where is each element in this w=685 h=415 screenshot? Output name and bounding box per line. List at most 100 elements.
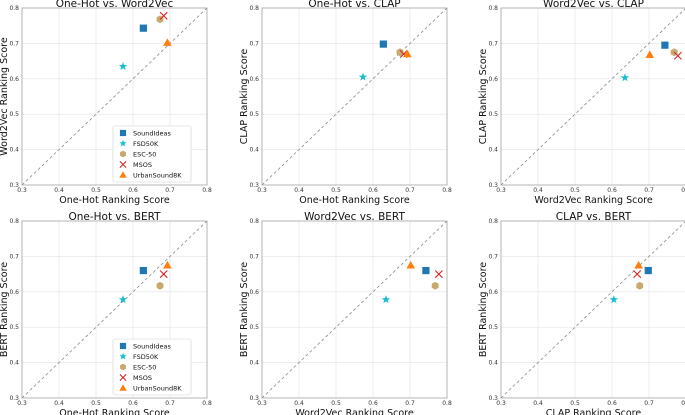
legend-label: FSD50K <box>133 353 159 361</box>
plot-frame <box>261 7 448 186</box>
legend-marker-msos <box>119 374 127 381</box>
x-tick-label: 0.8 <box>681 400 685 407</box>
y-tick-label: 0.4 <box>9 147 19 154</box>
x-tick-label: 0.3 <box>496 400 506 407</box>
y-tick-label: 0.3 <box>488 395 498 402</box>
y-tick-label: 0.7 <box>9 40 19 47</box>
y-tick-label: 0.5 <box>9 111 19 118</box>
y-tick-label: 0.8 <box>488 218 498 225</box>
y-axis-label: CLAP Ranking Score <box>478 49 489 145</box>
x-tick-label: 0.5 <box>331 187 341 194</box>
diagonal-reference-line <box>21 7 208 186</box>
x-tick-label: 0.3 <box>257 187 267 194</box>
plot-frame <box>21 220 208 399</box>
y-tick-label: 0.6 <box>488 76 498 83</box>
y-tick-label: 0.6 <box>9 289 19 296</box>
y-tick-label: 0.4 <box>249 360 259 367</box>
legend-label: MSOS <box>133 161 152 169</box>
data-point-soundideas <box>644 266 652 275</box>
legend-label: MSOS <box>133 374 152 382</box>
y-tick-label: 0.4 <box>9 360 19 367</box>
data-point-soundideas <box>661 41 669 49</box>
x-tick-label: 0.6 <box>607 187 617 194</box>
data-point-soundideas <box>422 266 430 275</box>
x-tick-label: 0.7 <box>405 400 415 407</box>
diagonal-reference-line <box>500 221 685 399</box>
y-tick-label: 0.3 <box>9 395 19 402</box>
plot-frame <box>500 7 685 186</box>
chart-panel-1: 0.3 0.4 0.5 0.6 0.7 0.8 0.3 0.4 0.5 0.6 0.7 0.8 One-… <box>0 0 212 206</box>
data-point-urbansound8k <box>163 38 172 46</box>
x-tick-label: 0.7 <box>405 187 415 194</box>
x-tick-label: 0.8 <box>202 187 212 194</box>
data-point-esc-50 <box>396 48 404 57</box>
x-tick-label: 0.4 <box>54 400 64 407</box>
y-tick-label: 0.6 <box>249 289 259 296</box>
plot-frame <box>500 220 685 399</box>
x-tick-label: 0.7 <box>165 400 175 407</box>
x-axis-label: CLAP Ranking Score <box>546 408 642 415</box>
x-tick-label: 0.5 <box>570 400 580 407</box>
x-tick-label: 0.4 <box>294 187 304 194</box>
legend-marker-soundideas <box>119 129 127 137</box>
data-point-msos <box>633 270 642 279</box>
data-point-fsd50k <box>381 295 391 304</box>
legend-label: SoundIdeas <box>133 129 171 137</box>
y-tick-label: 0.8 <box>488 5 498 12</box>
data-point-esc-50 <box>431 281 439 290</box>
x-tick-label: 0.6 <box>607 400 617 407</box>
legend-box <box>112 125 192 183</box>
x-tick-label: 0.8 <box>442 400 452 407</box>
y-tick-label: 0.5 <box>249 324 259 331</box>
x-tick-label: 0.7 <box>165 187 175 194</box>
legend-label: ESC-50 <box>133 363 156 371</box>
y-tick-label: 0.7 <box>249 40 259 47</box>
chart-title: Word2Vec vs. CLAP <box>543 0 644 10</box>
data-point-fsd50k <box>118 295 128 304</box>
legend-label: ESC-50 <box>133 150 156 158</box>
data-point-fsd50k <box>118 61 128 71</box>
chart-title: One-Hot vs. CLAP <box>308 0 400 10</box>
diagonal-reference-line <box>261 220 448 399</box>
y-tick-label: 0.5 <box>249 111 259 118</box>
x-tick-label: 0.8 <box>442 187 452 194</box>
data-point-msos <box>673 51 682 60</box>
x-tick-label: 0.3 <box>257 400 267 407</box>
y-axis-label: BERT Ranking Score <box>0 262 10 357</box>
chart-panel-4: 0.3 0.4 0.5 0.6 0.7 0.8 0.3 0.4 0.5 0.6 0.7 0.8 One-… <box>0 211 212 415</box>
x-tick-label: 0.4 <box>533 187 543 194</box>
legend-marker-urbansound8k <box>119 384 127 391</box>
y-tick-label: 0.6 <box>249 76 259 83</box>
legend-marker-soundideas <box>119 342 127 350</box>
y-tick-label: 0.3 <box>249 182 259 189</box>
x-axis-label: One-Hot Ranking Score <box>59 195 170 206</box>
y-tick-label: 0.8 <box>9 218 19 225</box>
y-axis-label: BERT Ranking Score <box>478 262 489 357</box>
y-axis-label: Word2Vec Ranking Score <box>0 37 10 156</box>
data-point-fsd50k <box>609 295 619 304</box>
x-axis-label: Word2Vec Ranking Score <box>534 195 653 206</box>
chart-title: One-Hot vs. BERT <box>68 211 161 223</box>
y-tick-label: 0.4 <box>249 147 259 154</box>
legend-label: FSD50K <box>133 140 159 148</box>
x-tick-label: 0.6 <box>368 400 378 407</box>
y-tick-label: 0.7 <box>9 253 19 260</box>
data-point-msos <box>434 270 443 279</box>
data-point-fsd50k <box>620 73 630 82</box>
x-tick-label: 0.8 <box>202 400 212 407</box>
y-tick-label: 0.3 <box>488 182 498 189</box>
diagonal-reference-line <box>500 8 685 186</box>
legend-label: UrbanSound8K <box>133 384 182 392</box>
x-tick-label: 0.5 <box>331 400 341 407</box>
data-point-urbansound8k <box>645 50 655 58</box>
x-tick-label: 0.4 <box>533 400 543 407</box>
data-point-fsd50k <box>358 72 368 81</box>
legend-marker-msos <box>119 161 127 168</box>
y-tick-label: 0.7 <box>249 253 259 260</box>
legend-marker-fsd50k <box>119 139 127 147</box>
y-tick-label: 0.5 <box>9 324 19 331</box>
x-axis-label: Word2Vec Ranking Score <box>295 408 414 415</box>
x-tick-label: 0.5 <box>91 187 101 194</box>
x-tick-label: 0.3 <box>17 400 27 407</box>
y-axis-label: BERT Ranking Score <box>239 262 250 357</box>
